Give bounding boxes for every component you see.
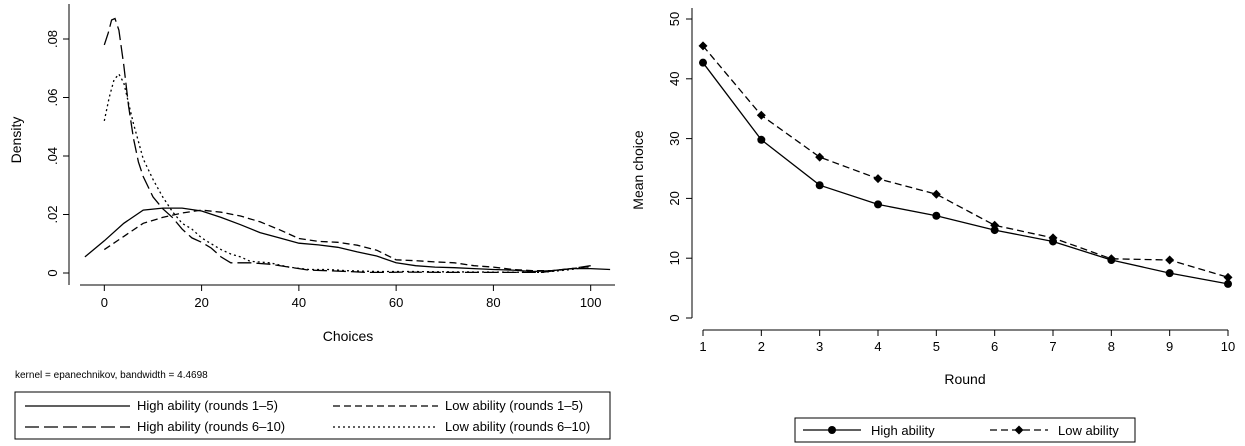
right-legend-label: Low ability xyxy=(1058,423,1119,438)
left-legend-label: High ability (rounds 6–10) xyxy=(137,419,285,434)
low-ability-point xyxy=(873,174,883,184)
right-y-axis-title: Mean choice xyxy=(630,130,646,210)
left-legend-label: Low ability (rounds 6–10) xyxy=(445,419,590,434)
left-x-tick-label: 20 xyxy=(194,295,208,310)
high-ability-point xyxy=(874,200,882,209)
high-ability-point xyxy=(1224,279,1232,288)
left-legend-label: High ability (rounds 1–5) xyxy=(137,398,278,413)
left-y-tick-label: .02 xyxy=(45,205,60,223)
density-line-1 xyxy=(84,207,611,273)
left-y-tick-label: .06 xyxy=(45,88,60,106)
low-ability-point xyxy=(931,189,941,199)
high-ability-point xyxy=(990,226,999,235)
left-x-tick-label: 60 xyxy=(389,295,403,310)
right-x-tick-label: 10 xyxy=(1221,339,1235,354)
right-legend-label: High ability xyxy=(871,423,935,438)
low-ability-point xyxy=(698,41,708,51)
right-x-tick-label: 3 xyxy=(816,339,823,354)
right-y-tick-label: 0 xyxy=(667,314,682,321)
kernel-note: kernel = epanechnikov, bandwidth = 4.469… xyxy=(15,370,208,381)
left-legend-label: Low ability (rounds 1–5) xyxy=(445,398,583,413)
right-y-tick-label: 20 xyxy=(667,191,682,205)
high-ability-point xyxy=(699,58,707,67)
low-ability-line xyxy=(702,45,1229,278)
left-y-tick-label: .04 xyxy=(45,147,60,165)
right-x-axis-title: Round xyxy=(944,371,985,387)
right-y-tick-label: 30 xyxy=(667,131,682,145)
high-ability-point xyxy=(815,181,824,190)
density-chart: 0 20 40 60 80 100 0 .02 .04 .06 .08 Choices Densi… xyxy=(8,4,615,440)
right-x-tick-label: 7 xyxy=(1049,339,1056,354)
high-ability-point xyxy=(932,211,941,220)
left-x-tick-label: 0 xyxy=(101,295,108,310)
density-line-2 xyxy=(103,209,591,272)
high-ability-point xyxy=(757,135,766,144)
right-y-tick-label: 10 xyxy=(667,251,682,265)
left-legend: High ability (rounds 1–5) Low ability (ro… xyxy=(14,391,611,440)
left-x-tick-label: 100 xyxy=(580,295,602,310)
high-ability-point xyxy=(1107,255,1116,264)
low-ability-point xyxy=(1223,272,1233,282)
mean-choice-chart: 1 2 3 4 5 6 7 8 9 10 0 10 20 30 40 50 Round Mean choic… xyxy=(630,8,1235,443)
density-line-3 xyxy=(103,17,591,274)
low-ability-point xyxy=(815,152,825,162)
right-x-tick-label: 1 xyxy=(699,339,706,354)
left-y-axis-title: Density xyxy=(8,117,24,164)
left-x-tick-label: 40 xyxy=(292,295,306,310)
left-y-tick-label: .08 xyxy=(45,30,60,48)
right-x-tick-label: 5 xyxy=(933,339,940,354)
right-legend-marker xyxy=(828,426,836,434)
high-ability-point xyxy=(1165,269,1174,278)
low-ability-point xyxy=(756,110,766,120)
left-x-tick-label: 80 xyxy=(486,295,500,310)
right-x-tick-label: 4 xyxy=(874,339,881,354)
right-y-tick-label: 40 xyxy=(667,72,682,86)
low-ability-point xyxy=(1165,255,1175,265)
left-y-tick-label: 0 xyxy=(45,269,60,276)
right-x-tick-label: 2 xyxy=(758,339,765,354)
right-legend-marker xyxy=(1014,425,1024,435)
right-y-tick-label: 50 xyxy=(667,12,682,26)
high-ability-line xyxy=(702,62,1229,285)
high-ability-point xyxy=(1049,237,1057,246)
density-line-4 xyxy=(103,72,591,274)
left-legend-box xyxy=(14,391,611,440)
right-x-tick-label: 9 xyxy=(1166,339,1173,354)
right-x-tick-label: 8 xyxy=(1108,339,1115,354)
left-x-axis-title: Choices xyxy=(323,328,374,344)
right-x-tick-label: 6 xyxy=(991,339,998,354)
right-legend: High ability Low ability xyxy=(794,417,1136,443)
